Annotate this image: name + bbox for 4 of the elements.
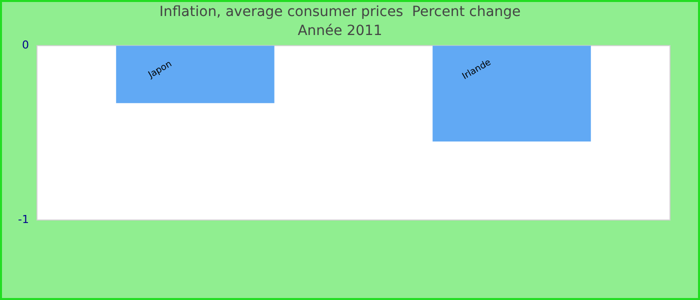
chart-subtitle: Année 2011	[298, 22, 382, 39]
y-tick-label: 0	[22, 38, 29, 52]
y-tick-label: -1	[18, 212, 29, 226]
chart-title: Inflation, average consumer prices Percent change	[159, 4, 521, 20]
